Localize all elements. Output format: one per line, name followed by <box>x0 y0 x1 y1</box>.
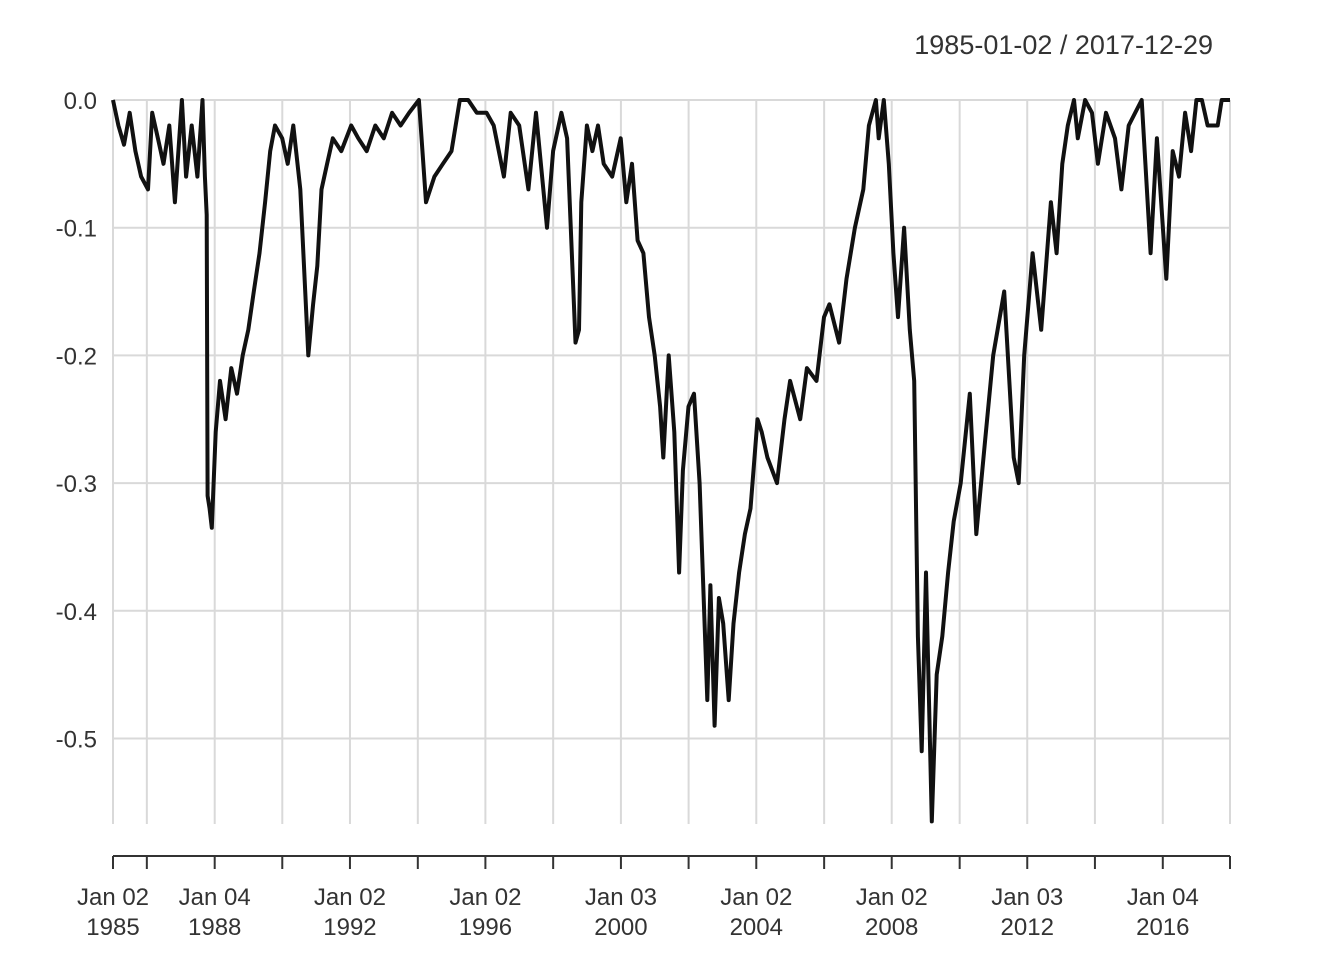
x-tick-label: 1996 <box>459 914 512 941</box>
x-tick-label: Jan 02 <box>77 884 149 911</box>
x-tick-label: Jan 04 <box>179 884 251 911</box>
grid-layer <box>112 99 1231 824</box>
y-tick-label: -0.2 <box>56 343 97 370</box>
x-tick-label: 1985 <box>86 914 139 941</box>
x-tick-label: Jan 03 <box>991 884 1063 911</box>
y-tick-label: -0.3 <box>56 471 97 498</box>
date-range-label: 1985-01-02 / 2017-12-29 <box>914 30 1213 60</box>
x-tick-label: 2004 <box>730 914 783 941</box>
x-tick-label: 2012 <box>1001 914 1054 941</box>
x-axis: Jan 02 1985 Jan 04 1988 Jan 02 1992 Jan 02 1996… <box>77 855 1231 941</box>
x-tick-label: Jan 02 <box>856 884 928 911</box>
x-tick-label: Jan 02 <box>314 884 386 911</box>
y-tick-label: -0.5 <box>56 726 97 753</box>
x-tick-label: Jan 02 <box>720 884 792 911</box>
y-tick-label: -0.1 <box>56 216 97 243</box>
x-tick-label: 1988 <box>188 914 241 941</box>
series-layer <box>111 98 1230 824</box>
y-axis: 0.0 -0.1 -0.2 -0.3 -0.4 -0.5 <box>56 88 97 753</box>
x-tick-label: 2016 <box>1136 914 1189 941</box>
x-tick-label: 2000 <box>594 914 647 941</box>
y-tick-label: -0.4 <box>56 599 97 626</box>
x-tick-label: Jan 02 <box>449 884 521 911</box>
x-tick-label: Jan 04 <box>1127 884 1199 911</box>
x-tick-label: 2008 <box>865 914 918 941</box>
y-tick-label: 0.0 <box>64 88 97 115</box>
x-tick-label: Jan 03 <box>585 884 657 911</box>
x-tick-label: 1992 <box>323 914 376 941</box>
series-line <box>111 98 1230 824</box>
